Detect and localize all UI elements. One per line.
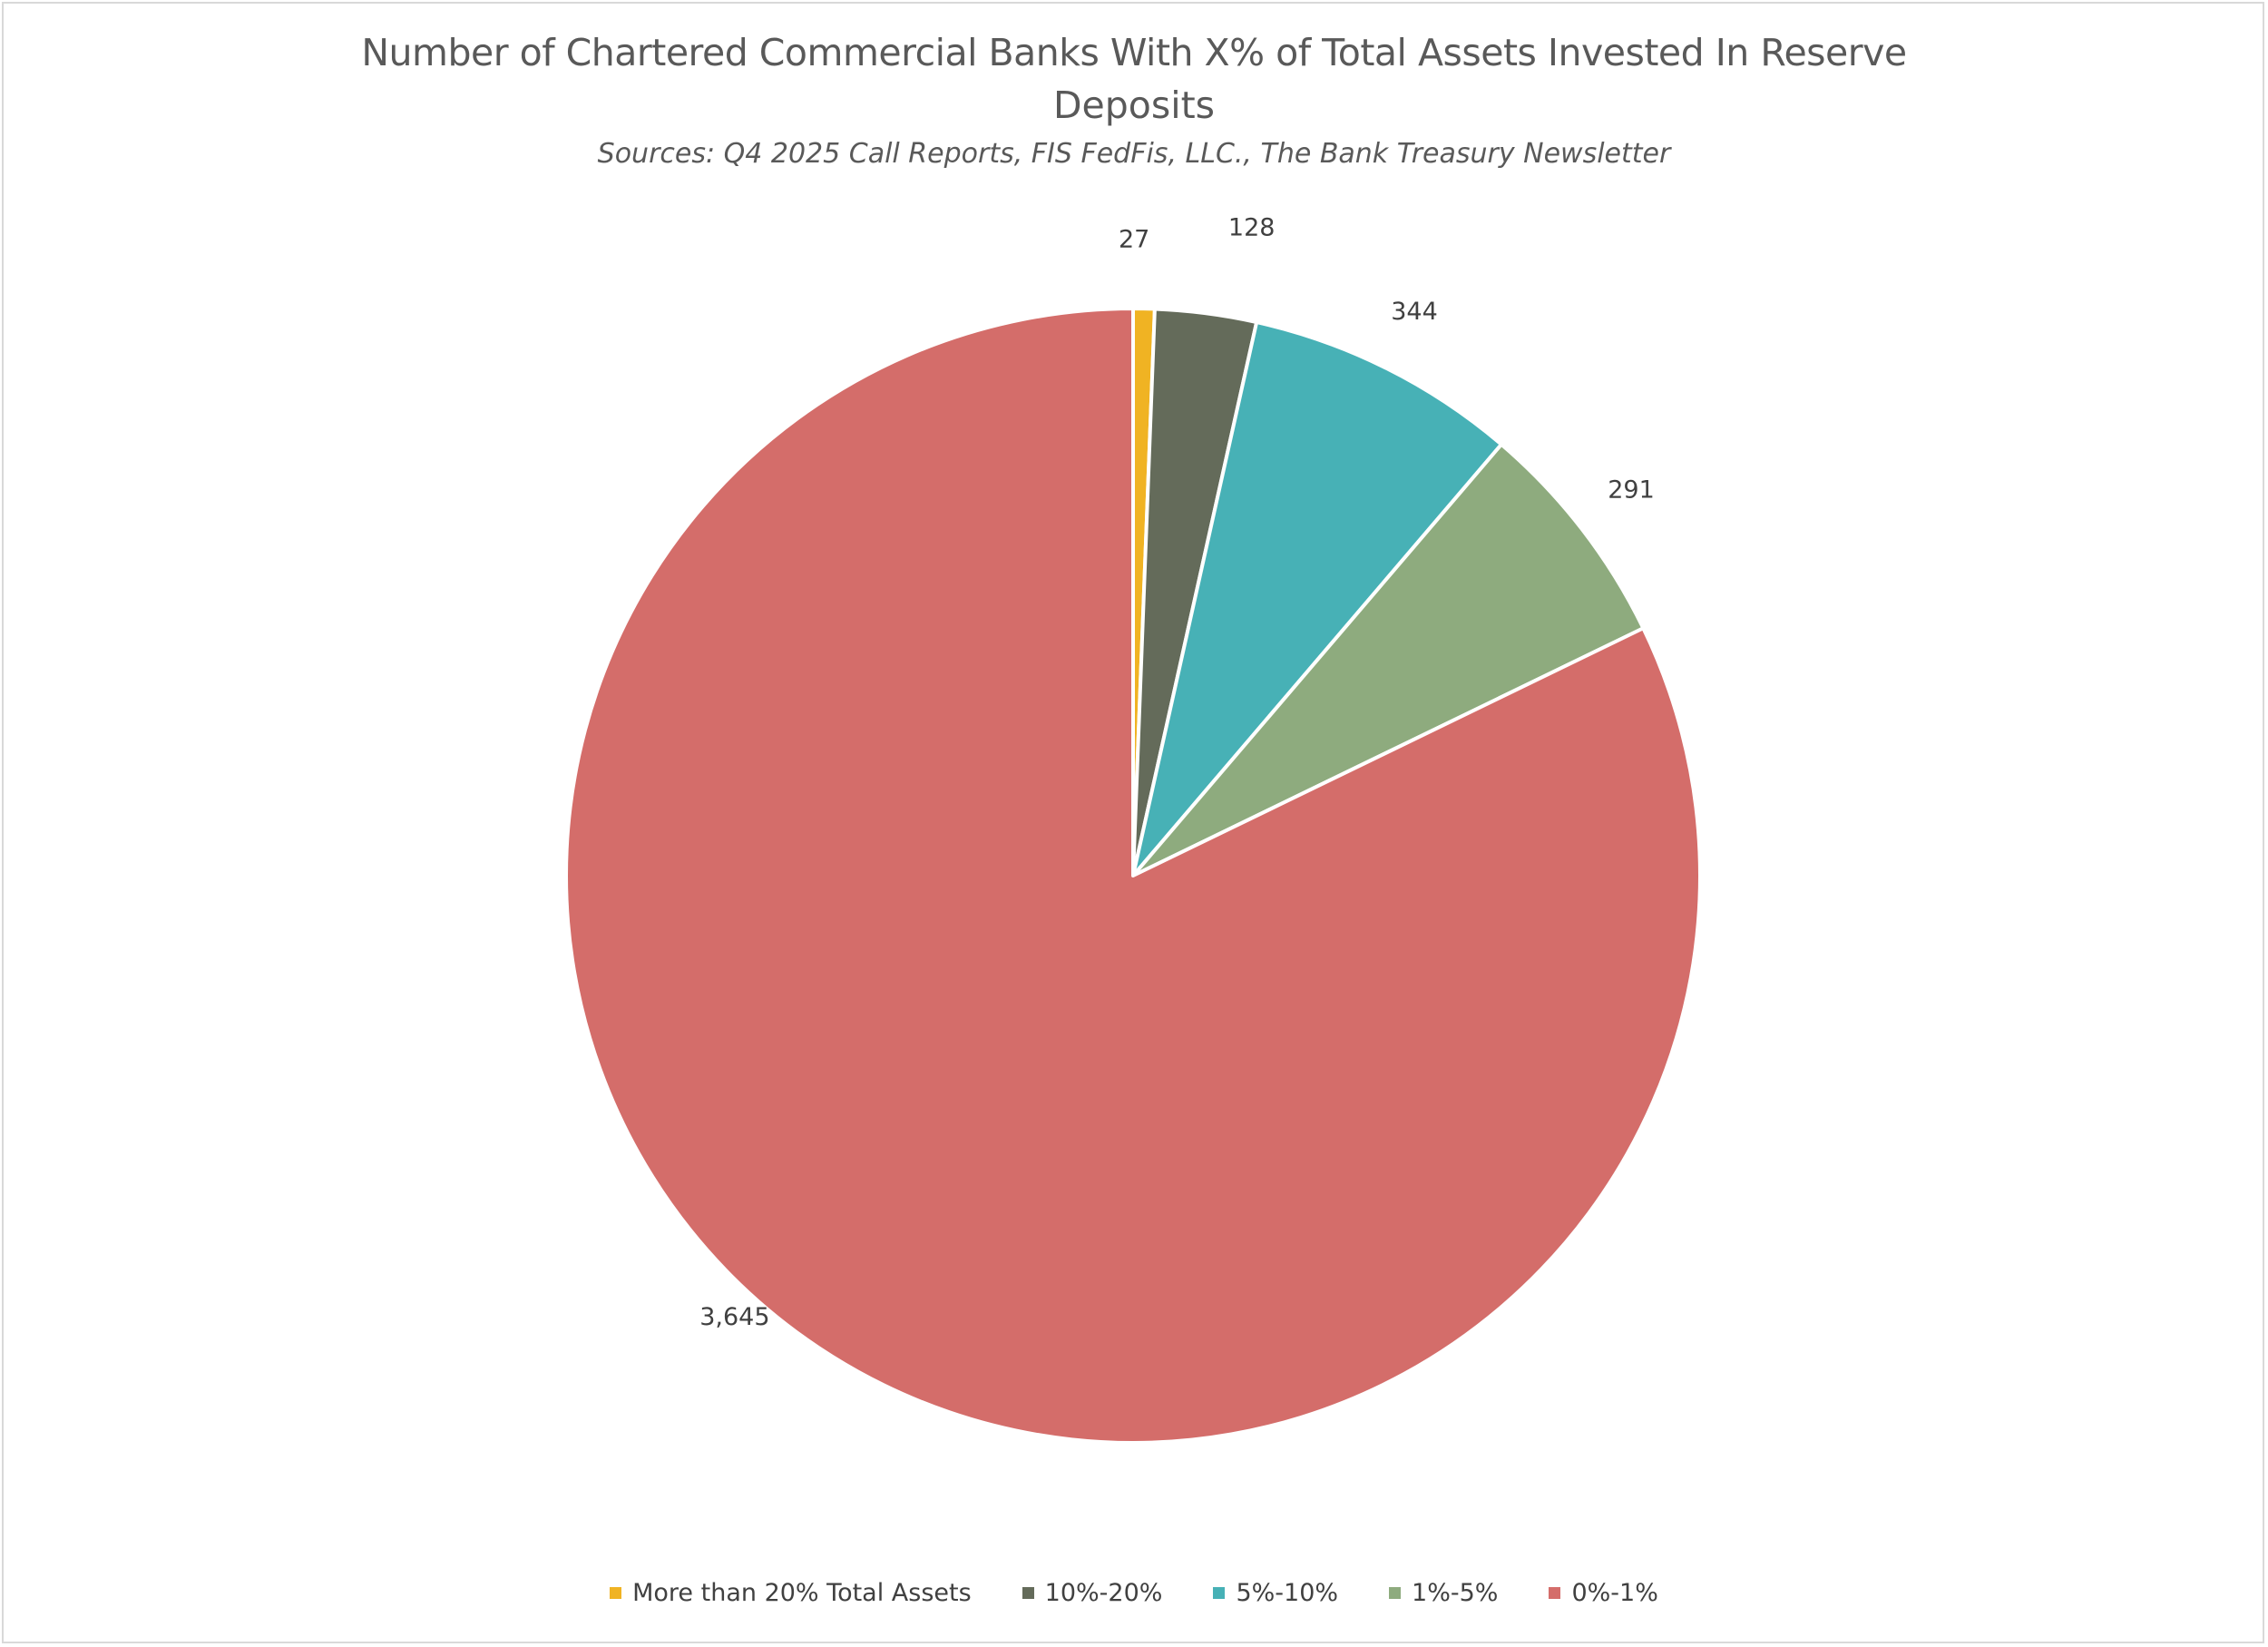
legend: More than 20% Total Assets 10%-20% 5%-10% 1… <box>0 1579 2268 1607</box>
chart-subtitle: Sources: Q4 2025 Call Reports, FIS FedFi… <box>597 138 1671 170</box>
chart-title-line-2: Deposits <box>1052 83 1216 127</box>
legend-label: 5%-10% <box>1236 1579 1339 1607</box>
pie-slice-0pct-1pct <box>564 307 1702 1445</box>
legend-label: 1%-5% <box>1412 1579 1499 1607</box>
data-label-0pct-1pct: 3,645 <box>699 1303 769 1331</box>
legend-swatch <box>1549 1587 1561 1599</box>
pie-slices <box>564 307 1702 1445</box>
data-label-1pct-5pct: 291 <box>1608 475 1655 504</box>
pie-data-labels: 27 128 344 291 3,645 <box>699 213 1655 1331</box>
legend-swatch <box>1022 1587 1034 1599</box>
legend-label: 10%-20% <box>1044 1579 1163 1607</box>
legend-label: 0%-1% <box>1571 1579 1658 1607</box>
legend-swatch <box>1213 1587 1226 1599</box>
legend-item-0pct-1pct: 0%-1% <box>1549 1579 1658 1607</box>
legend-swatch <box>610 1587 622 1599</box>
data-label-10pct-20pct: 128 <box>1228 213 1276 241</box>
data-label-more-than-20pct-total-assets: 27 <box>1119 226 1149 254</box>
pie-slice-5pct-10pct <box>1131 320 1503 877</box>
legend-label: More than 20% Total Assets <box>632 1579 972 1607</box>
legend-swatch <box>1389 1587 1402 1599</box>
data-label-5pct-10pct: 344 <box>1391 298 1438 326</box>
chart-title-line-1: Number of Chartered Commercial Banks Wit… <box>361 31 1907 74</box>
legend-item-5pct-10pct: 5%-10% <box>1213 1579 1338 1607</box>
legend-item-1pct-5pct: 1%-5% <box>1389 1579 1498 1607</box>
pie-slice-1pct-5pct <box>1131 442 1646 877</box>
legend-item-10pct-20pct: 10%-20% <box>1022 1579 1163 1607</box>
legend-item-more-than-20pct-total-assets: More than 20% Total Assets <box>610 1579 972 1607</box>
